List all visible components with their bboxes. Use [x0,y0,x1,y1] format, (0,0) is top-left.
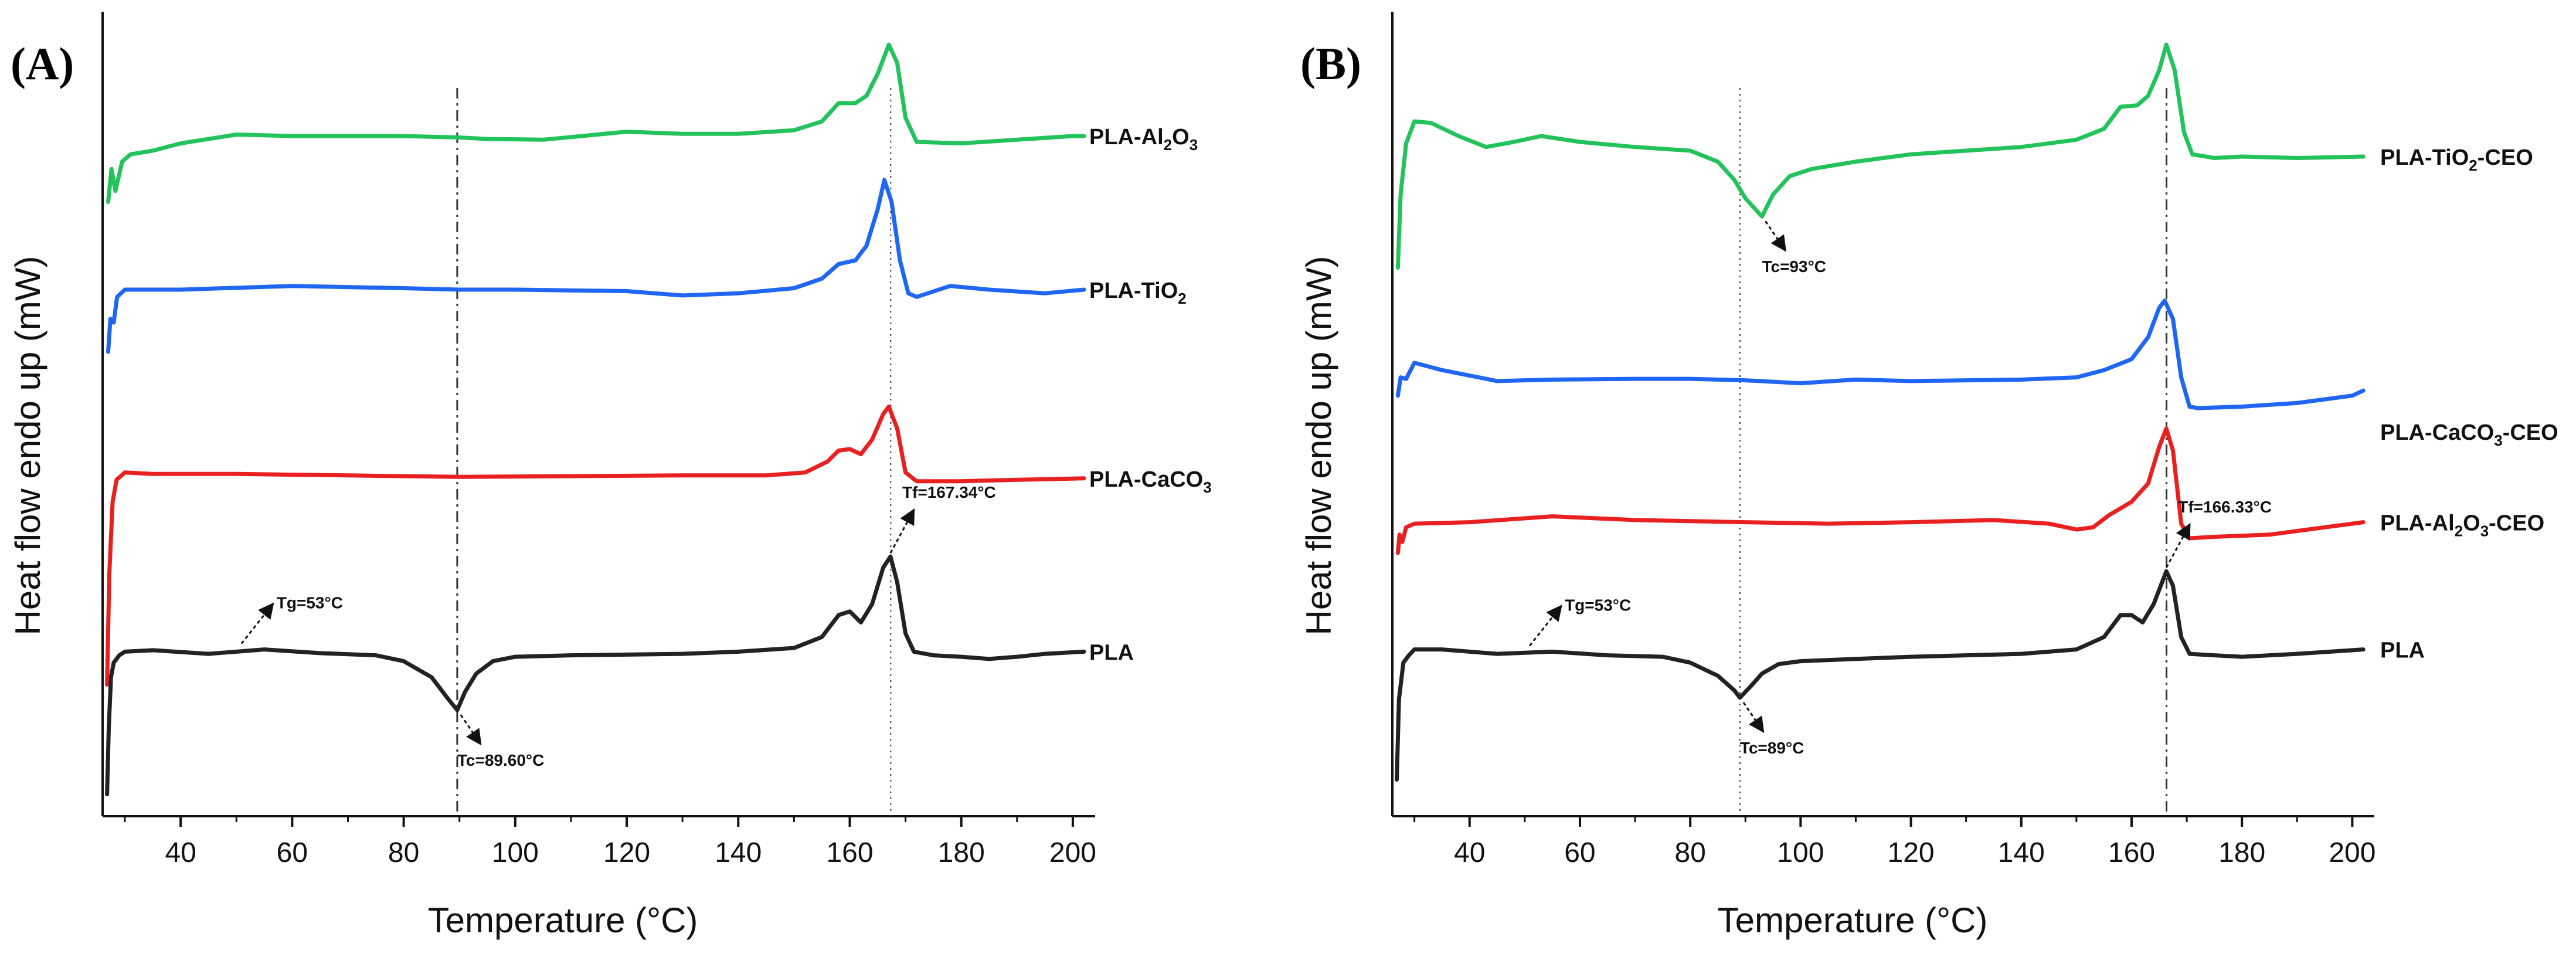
panel-a-x-tick-label: 200 [1049,837,1096,868]
panel-a-x-axis-title: Temperature (°C) [428,901,698,940]
panel-a-annotation-label: Tc=89.60°C [457,751,544,769]
panel-b-series-line [1395,569,2366,782]
panel-b-annotation-arrow [1742,702,1765,734]
panel-a-x-tick-label: 60 [277,837,308,868]
panel-b-series-label: PLA-CaCO3​-CEO [2380,420,2558,449]
panel-b-x-tick-label: 40 [1454,837,1485,868]
panel-a-series-label: PLA-TiO2​ [1089,279,1187,307]
panel-b-x-tick-label: 200 [2329,837,2376,868]
panel-b-series-line [1395,42,2366,270]
panel-b-x-tick-label: 160 [2108,837,2155,868]
panel-a-annotation-label: Tg=53°C [277,594,343,612]
panel-b-letter: (B) [1300,38,1361,89]
panel-a-series-label: PLA-CaCO3​ [1089,467,1212,496]
panel-a-series-label: PLA [1089,640,1134,665]
panel-a-annotation-arrow [240,602,274,644]
panel-b-series-label: PLA-Al2​O3​-CEO [2380,511,2544,540]
panel-b-plot-area: 40 60 80 100 120 140 160 180 200 PLA-TiO2​-CEO PLA… [1391,12,2558,868]
panel-b-x-tick-label: 180 [2218,837,2265,868]
panel-b-annotation-arrow [1528,605,1562,647]
panel-b-x-axis-title: Temperature (°C) [1718,901,1988,940]
panel-b-x-tick-label: 80 [1674,837,1705,868]
panel-a-x-tick-label: 80 [388,837,419,868]
panel-b-annotation-arrow [2165,522,2191,568]
panel-a-series-label: PLA-Al2​O3​ [1089,125,1198,154]
panel-b-x-tick-label: 60 [1564,837,1595,868]
panel-a-series-line [105,554,1086,797]
panel-b-x-tick-label: 120 [1888,837,1935,868]
panel-b-annotation-label: Tc=93°C [1762,257,1826,276]
panel-b-x-tick-label: 140 [1998,837,2045,868]
panel-b-series-line [1395,298,2366,410]
panel-a-x-tick-label: 140 [715,837,762,868]
panel-a-annotation-arrow [889,508,915,554]
panel-a-series-line [106,178,1086,354]
panel-a: (A) Heat flow endo up (mW) Temperature (… [8,12,1212,940]
panel-b-y-axis-title: Heat flow endo up (mW) [1299,256,1338,636]
panel-a-x-tick-label: 180 [938,837,985,868]
panel-a-annotation-label: Tf=167.34°C [902,483,996,501]
panel-a-annotation-arrow [460,714,482,746]
panel-a-series-line [106,42,1086,204]
panel-a-letter: (A) [11,38,74,89]
panel-a-x-tick-label: 160 [826,837,873,868]
panel-b-annotation-label: Tf=166.33°C [2178,498,2272,516]
panel-b-series-line [1395,426,2366,555]
panel-b-annotation-arrow [1765,220,1786,252]
panel-b-series-label: PLA-TiO2​-CEO [2380,145,2533,174]
panel-b: (B) Heat flow endo up (mW) Temperature (… [1299,12,2558,940]
panel-a-plot-area: 40 60 80 100 120 140 160 180 200 PLA-Al2​O3​ PLA-T… [101,12,1212,868]
panel-a-series-line [105,405,1086,687]
panel-b-x-tick-label: 100 [1777,837,1824,868]
panel-a-x-tick-label: 120 [603,837,650,868]
panel-b-series-label: PLA [2380,639,2425,663]
panel-a-y-axis-title: Heat flow endo up (mW) [8,256,47,636]
panel-b-annotation-label: Tg=53°C [1565,596,1631,614]
panel-a-x-tick-label: 40 [165,837,196,868]
panel-a-x-tick-label: 100 [492,837,539,868]
panel-b-annotation-label: Tc=89°C [1740,739,1804,757]
